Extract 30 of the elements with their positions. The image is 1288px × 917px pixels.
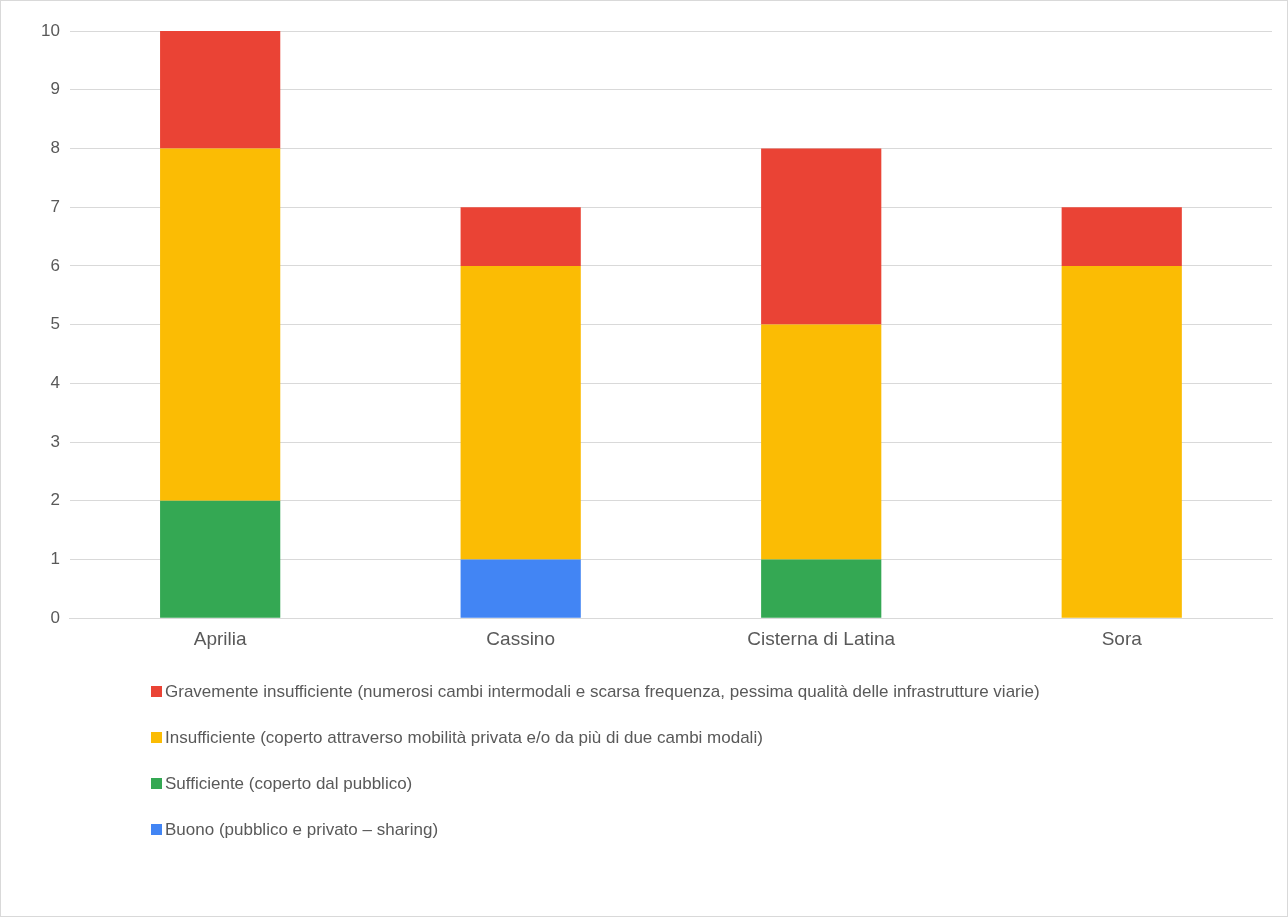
legend-label: Gravemente insufficiente (numerosi cambi intermodali e scarsa frequenza, pessima qualità delle infrastrutture viarie) [165,681,1040,703]
x-tick-label: Cassino [486,627,556,649]
y-tick-label: 1 [50,549,60,569]
bar [761,559,882,618]
y-tick-label: 7 [50,196,60,216]
y-tick-label: 8 [50,138,60,158]
bar [460,265,581,560]
x-tick-label: Aprilia [193,627,247,649]
y-tick-label: 10 [40,20,60,40]
x-tick-label: Cisterna di Latina [747,627,896,649]
bar [160,148,281,501]
legend-label: Buono (pubblico e privato – sharing) [165,819,439,841]
bar [160,500,281,618]
bar [761,324,882,560]
y-tick-label: 5 [50,314,60,334]
bar [1061,207,1182,266]
bar [460,559,581,618]
y-tick-label: 6 [50,255,60,275]
x-tick-label: Sora [1101,627,1143,649]
bar [761,148,882,325]
y-tick-label: 2 [50,490,60,510]
legend-label: Insufficiente (coperto attraverso mobilità privata e/o da più di due cambi modali) [165,727,763,749]
y-tick-label: 0 [50,607,60,627]
y-tick-label: 4 [50,373,60,393]
y-tick-label: 9 [50,79,60,99]
bar [1061,265,1182,618]
bar [460,207,581,266]
legend-label: Sufficiente (coperto dal pubblico) [165,773,413,795]
bar [160,31,281,149]
y-tick-label: 3 [50,431,60,451]
